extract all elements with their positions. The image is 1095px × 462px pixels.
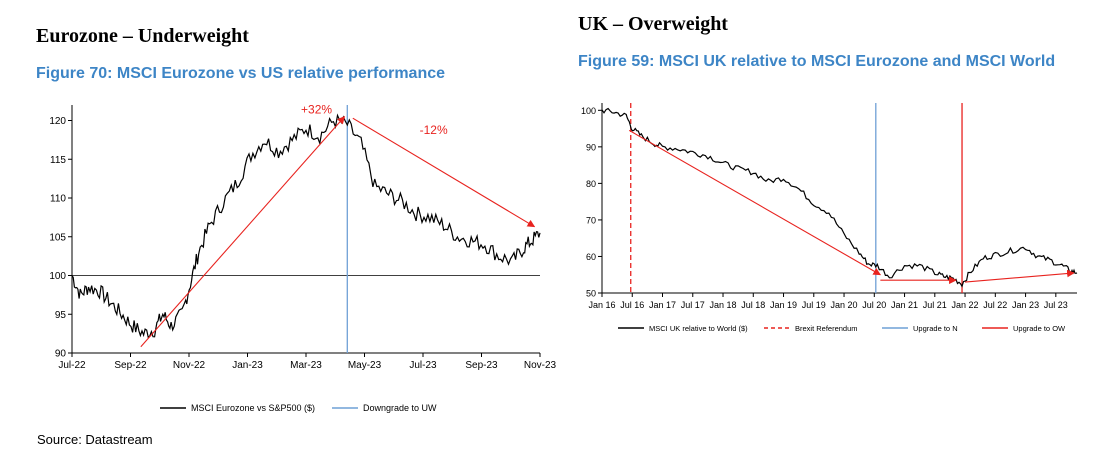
chart0-x-tick-label: Jan-23 [232, 360, 263, 371]
chart1-x-tick-label: Jan 21 [891, 300, 918, 310]
chart1-legend-label: Brexit Referendum [795, 324, 858, 333]
chart1-trend-arrow [965, 269, 1075, 283]
chart1-x-tick-label: Jul 23 [1044, 300, 1068, 310]
chart1-x-tick-label: Jan 20 [831, 300, 858, 310]
chart1-y-tick-label: 100 [581, 106, 596, 116]
chart1-x-tick-label: Jul 19 [802, 300, 826, 310]
chart1-x-tick-label: Jul 17 [681, 300, 705, 310]
chart1-trend-arrow [628, 129, 882, 276]
chart0-y-tick-label: 115 [50, 155, 66, 166]
chart1-legend-label: Upgrade to N [913, 324, 958, 333]
chart0-x-tick-label: Jul-22 [58, 360, 86, 371]
chart0-x-tick-label: Sep-23 [465, 360, 498, 371]
chart1-x-tick-label: Jan 23 [1012, 300, 1039, 310]
chart1-x-tick-label: Jan 17 [649, 300, 676, 310]
chart0-x-tick-label: May-23 [348, 360, 382, 371]
left-figure-title: Figure 70: MSCI Eurozone vs US relative … [36, 65, 446, 82]
chart0-arrow-label: +32% [301, 103, 332, 117]
chart0-y-tick-label: 90 [55, 349, 67, 360]
chart1-y-tick-label: 70 [586, 215, 596, 225]
source-note: Source: Datastream [37, 432, 153, 447]
chart1-x-tick-label: Jan 22 [952, 300, 979, 310]
chart1-x-tick-label: Jul 20 [862, 300, 886, 310]
chart0-series-line [71, 113, 541, 339]
chart0-y-tick-label: 100 [49, 271, 66, 282]
chart1-series-line [601, 107, 1078, 288]
chart1-x-tick-label: Jan 19 [770, 300, 797, 310]
chart1-y-tick-label: 50 [586, 289, 596, 299]
chart0-y-tick-label: 110 [50, 194, 66, 205]
chart1-y-tick-label: 80 [586, 179, 596, 189]
chart1-x-tick-label: Jul 16 [620, 300, 644, 310]
chart0-legend-label: Downgrade to UW [363, 403, 437, 413]
chart0-y-tick-label: 105 [49, 232, 66, 243]
chart0-x-tick-label: Jul-23 [409, 360, 437, 371]
chart0-x-tick-label: Mar-23 [290, 360, 322, 371]
chart0-legend-label: MSCI Eurozone vs S&P500 ($) [191, 403, 315, 413]
chart0-y-tick-label: 95 [55, 310, 67, 321]
chart0-x-tick-label: Sep-22 [114, 360, 147, 371]
chart1-x-tick-label: Jul 18 [741, 300, 765, 310]
chart0-trend-arrow [352, 117, 536, 228]
chart0-arrow-label: -12% [420, 123, 448, 137]
chart1-y-tick-label: 60 [586, 252, 596, 262]
chart1-x-tick-label: Jul 22 [983, 300, 1007, 310]
left-heading: Eurozone – Underweight [36, 25, 249, 47]
chart0-x-tick-label: Nov-22 [173, 360, 206, 371]
right-figure-title: Figure 59: MSCI UK relative to MSCI Euro… [578, 53, 1056, 70]
chart0-x-tick-label: Nov-23 [524, 360, 557, 371]
chart1-x-tick-label: Jul 21 [923, 300, 947, 310]
chart0-trend-arrow [140, 116, 346, 348]
chart1-y-tick-label: 90 [586, 142, 596, 152]
chart1-x-tick-label: Jan 18 [710, 300, 737, 310]
chart0-y-tick-label: 120 [49, 116, 66, 127]
chart1-legend-label: Upgrade to OW [1013, 324, 1066, 333]
chart1-x-tick-label: Jan 16 [588, 300, 615, 310]
chart1-legend-label: MSCI UK relative to World ($) [649, 324, 748, 333]
right-heading: UK – Overweight [578, 13, 728, 35]
